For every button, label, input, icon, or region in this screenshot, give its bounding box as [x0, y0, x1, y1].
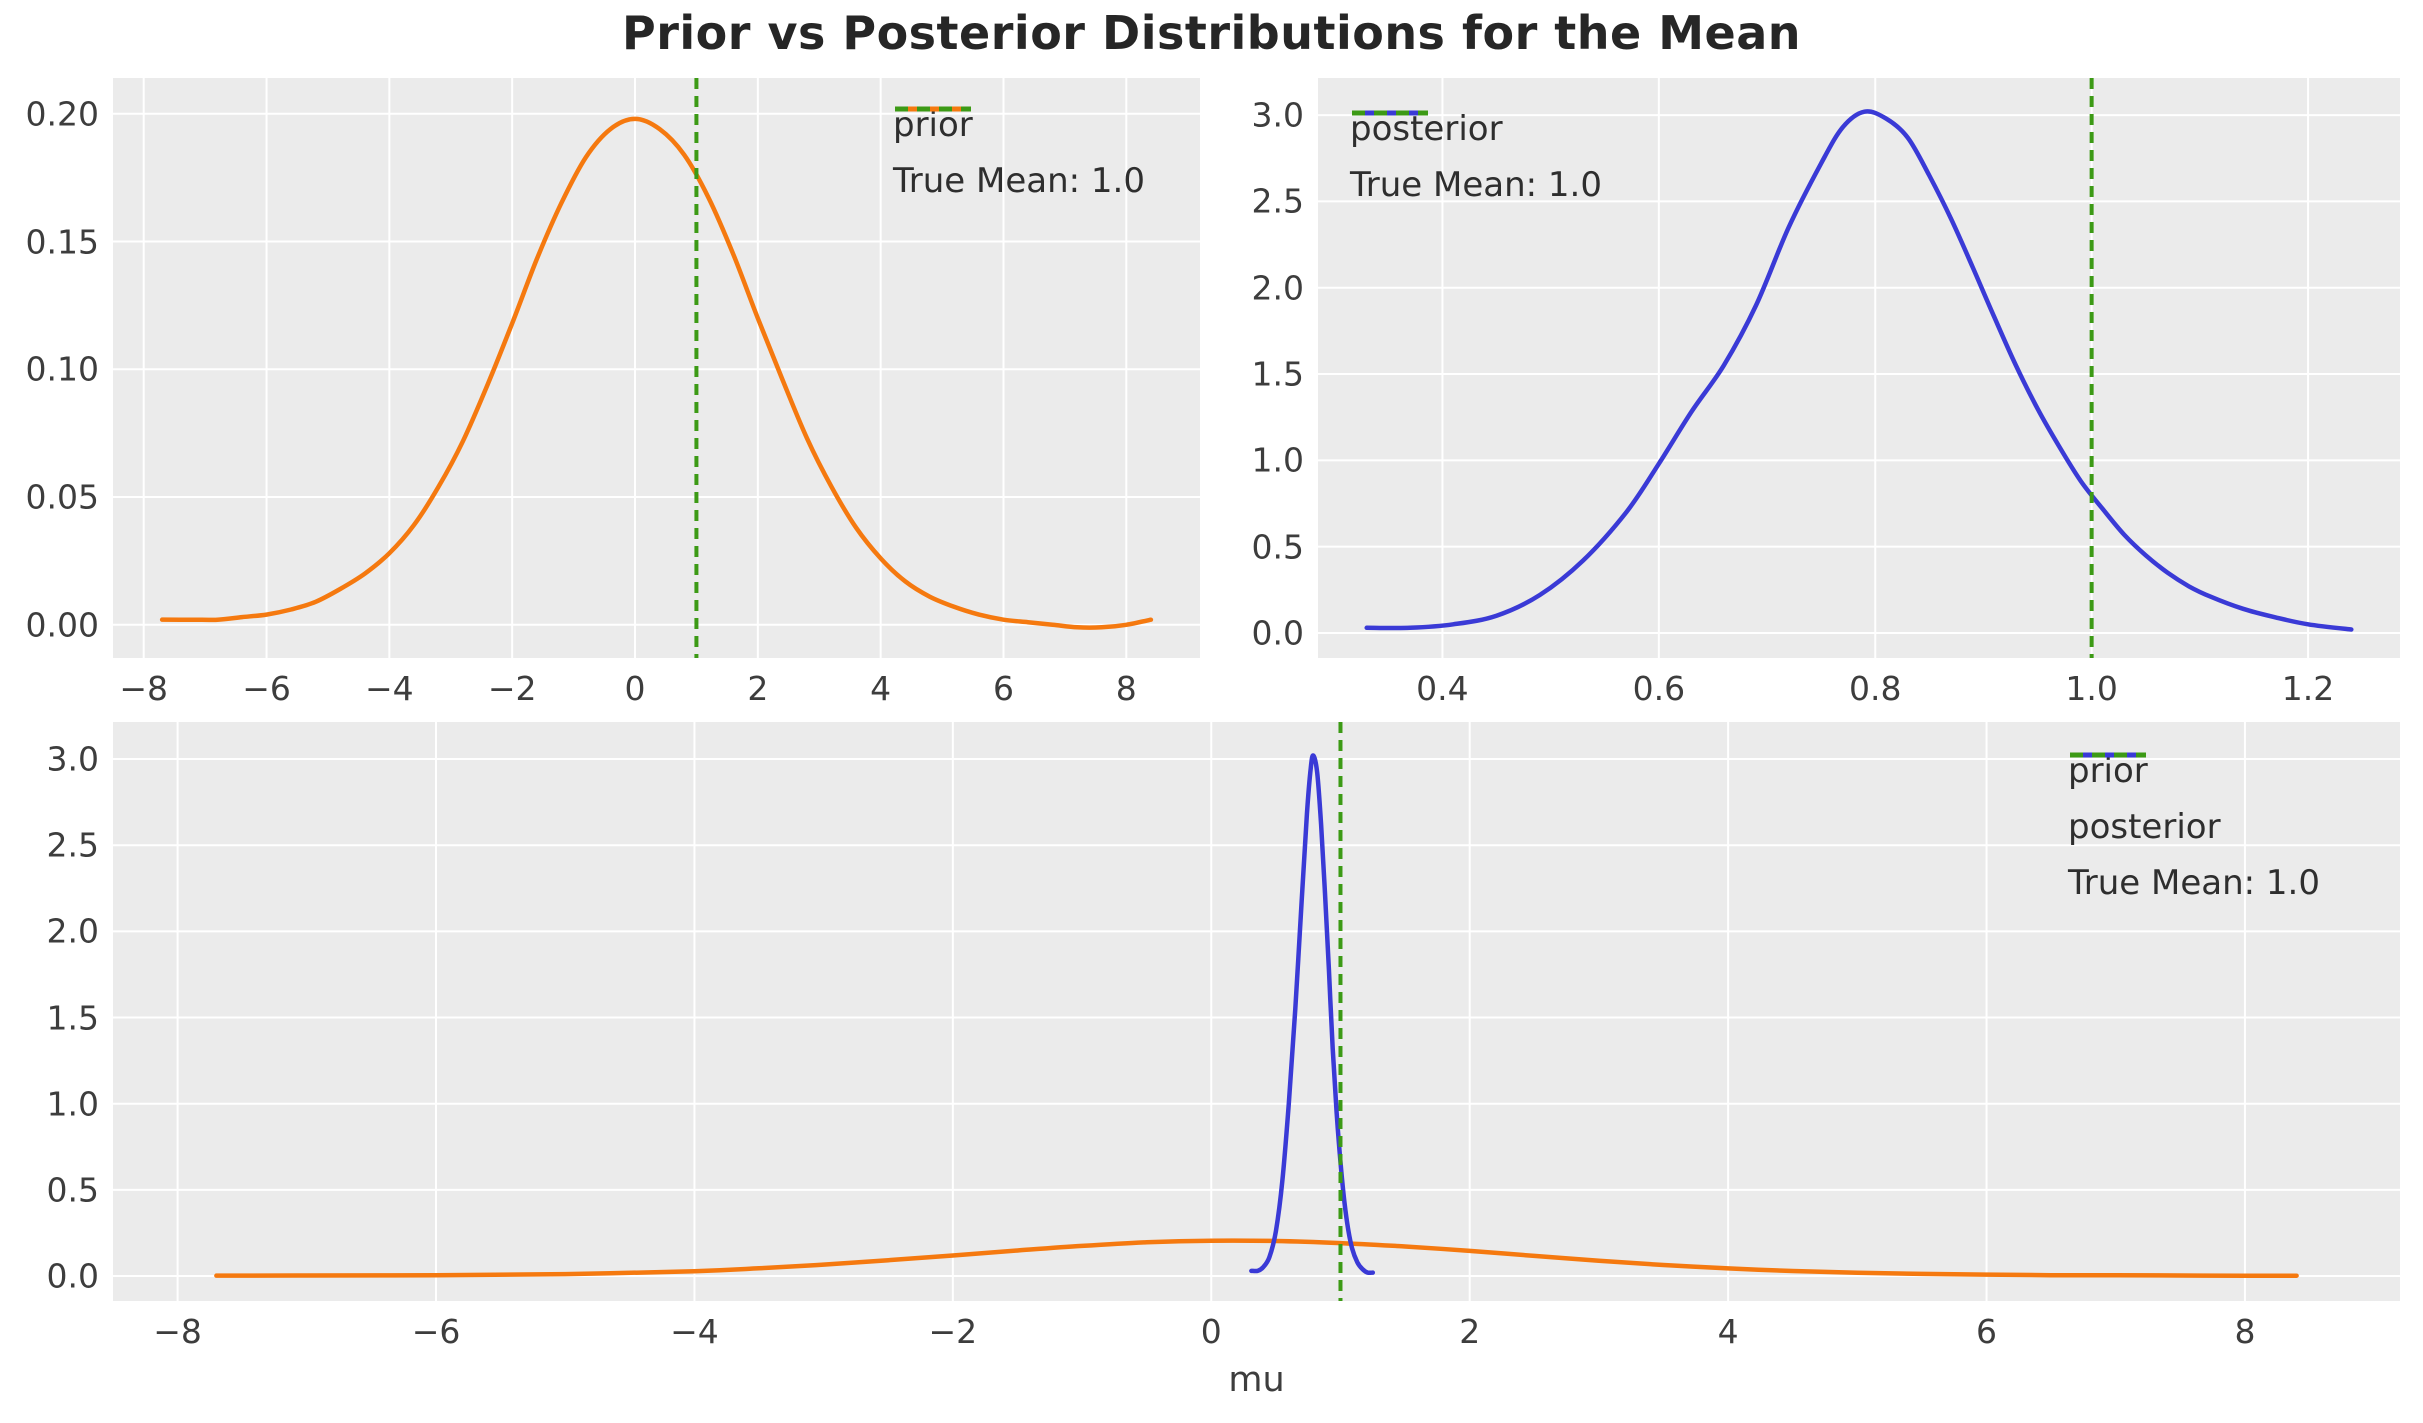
- curve-posterior: [1364, 109, 2354, 632]
- legend-swatch-dashed-line: [2070, 752, 2146, 758]
- x-tick-label: −8: [153, 1312, 202, 1351]
- legend-label: posterior: [1350, 109, 1503, 149]
- x-tick-label: −4: [365, 669, 414, 708]
- y-tick-label: 2.0: [46, 911, 99, 951]
- y-tick-label: 0.0: [46, 1256, 99, 1296]
- x-tick-label: 1.2: [2281, 669, 2335, 708]
- x-tick-label: 0: [1200, 1312, 1222, 1351]
- y-tick-label: 0.5: [1251, 527, 1304, 567]
- top-right-plot-area: [1318, 78, 2400, 658]
- y-tick-label: 1.5: [1251, 354, 1304, 394]
- legend-swatch-dashed-line: [1352, 110, 1428, 116]
- y-tick-label: 1.0: [1251, 440, 1304, 480]
- x-tick-label: 0: [624, 669, 646, 708]
- panel-prior: 0.00 0.05 0.10 0.15 0.20 −8 −6 −4 −2 0 2 4 6 8 prior Tr…: [26, 78, 1200, 705]
- x-tick-label: 8: [1115, 669, 1137, 708]
- x-tick-label: 2: [1459, 1312, 1481, 1351]
- panel-posterior: 0.0 0.5 1.0 1.5 2.0 2.5 3.0 0.4 0.6 0.8 1.0 1.2 post…: [1252, 78, 2400, 705]
- y-tick-label: 2.0: [1251, 268, 1304, 308]
- x-tick-label: 0.8: [1848, 669, 1902, 708]
- curve-prior: [214, 1238, 2299, 1278]
- legend-label: True Mean: 1.0: [893, 161, 1145, 201]
- curve-posterior: [1249, 753, 1376, 1276]
- x-tick-label: 2: [747, 669, 769, 708]
- y-tick-label: 0.05: [25, 477, 99, 517]
- x-tick-label: −2: [487, 669, 537, 708]
- x-tick-label: 0.6: [1632, 669, 1686, 708]
- y-tick-label: 0.00: [25, 605, 99, 645]
- legend: posterior True Mean: 1.0: [1350, 108, 1602, 206]
- x-tick-label: −8: [119, 669, 169, 708]
- y-tick-label: 3.0: [46, 739, 99, 779]
- plot-background: [1318, 78, 2400, 658]
- x-tick-label: 6: [1976, 1312, 1998, 1351]
- y-tick-label: 1.0: [46, 1084, 99, 1124]
- plot-background: [113, 722, 2400, 1301]
- x-axis-label: mu: [1228, 1360, 1285, 1400]
- x-tick-label: −6: [242, 669, 291, 708]
- legend-entry: True Mean: 1.0: [893, 106, 1145, 202]
- x-tick-label: 0.4: [1416, 669, 1469, 708]
- legend-entry: True Mean: 1.0: [2068, 752, 2320, 904]
- legend: prior posterior True Mean: 1.0: [2068, 750, 2320, 904]
- y-tick-label: 2.5: [1251, 181, 1304, 221]
- x-tick-label: 6: [992, 669, 1014, 708]
- legend-label: posterior: [2068, 807, 2221, 847]
- x-tick-label: −6: [411, 1312, 461, 1351]
- figure-title: Prior vs Posterior Distributions for the…: [622, 6, 1801, 60]
- legend-label: prior: [2068, 751, 2148, 791]
- x-tick-label: 1.0: [2065, 669, 2118, 708]
- y-tick-label: 0.0: [1251, 613, 1304, 653]
- x-tick-label: 8: [2234, 1312, 2256, 1351]
- legend-label: prior: [893, 105, 973, 145]
- y-tick-label: 0.15: [25, 222, 99, 262]
- x-tick-label: 4: [1717, 1312, 1739, 1351]
- plot-background: [113, 78, 1200, 658]
- y-tick-label: 0.20: [25, 94, 99, 134]
- bottom-plot-area: [113, 722, 2400, 1301]
- top-left-plot-area: [113, 78, 1200, 658]
- legend-label: True Mean: 1.0: [2068, 863, 2320, 903]
- y-tick-label: 0.5: [46, 1170, 99, 1210]
- legend-swatch-dashed-line: [895, 106, 971, 112]
- y-tick-label: 0.10: [25, 349, 99, 389]
- panel-prior-posterior: 0.0 0.5 1.0 1.5 2.0 2.5 3.0 −8 −6 −4 −2 0 2 4 6 8 mu prio…: [47, 722, 2400, 1398]
- y-tick-label: 1.5: [46, 998, 99, 1038]
- y-tick-label: 2.5: [46, 825, 99, 865]
- y-tick-label: 3.0: [1251, 95, 1304, 135]
- legend-entry: posterior: [2068, 752, 2320, 848]
- legend-entry: True Mean: 1.0: [1350, 110, 1602, 206]
- x-tick-label: −4: [670, 1312, 719, 1351]
- curve-prior: [159, 116, 1154, 630]
- x-tick-label: 4: [870, 669, 892, 708]
- x-tick-label: −2: [928, 1312, 978, 1351]
- legend: prior True Mean: 1.0: [893, 104, 1145, 202]
- legend-label: True Mean: 1.0: [1350, 165, 1602, 205]
